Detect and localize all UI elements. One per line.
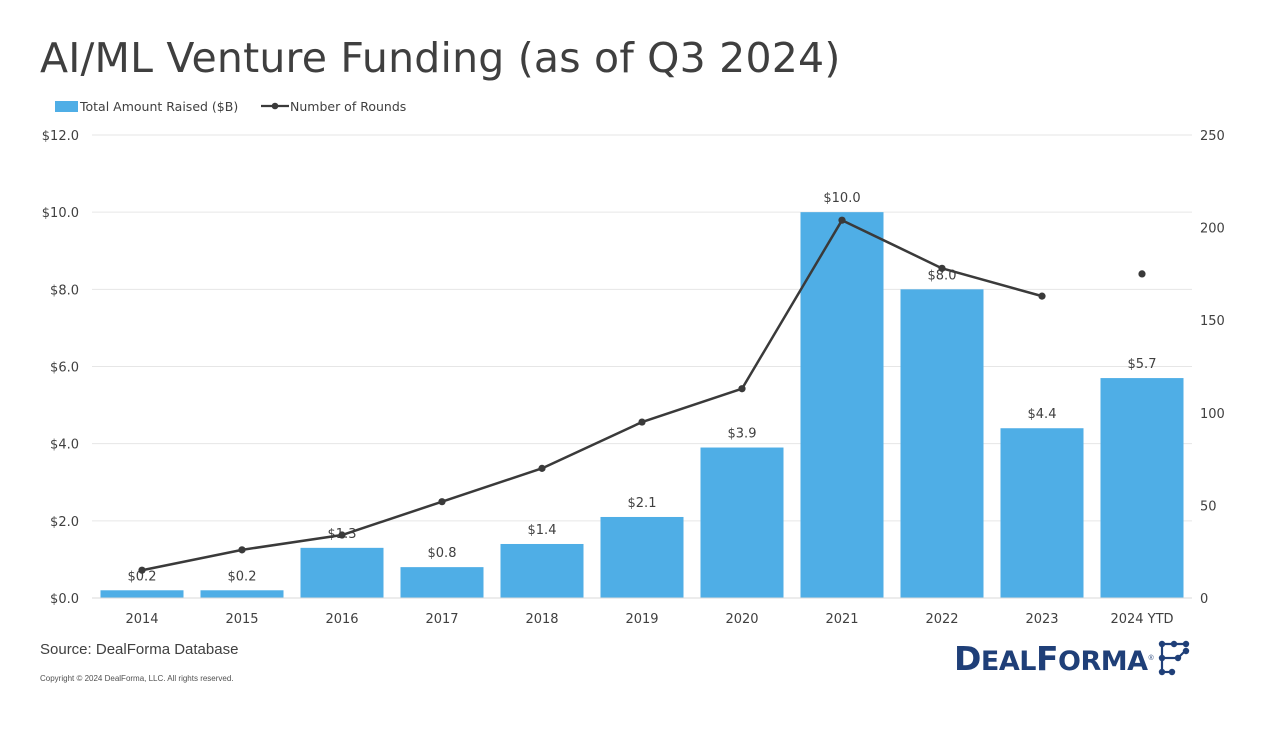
bar [400, 567, 484, 598]
rounds-point [438, 498, 446, 506]
y-right-tick-label: 200 [1200, 222, 1225, 237]
axes: $0.0 $2.0 $4.0 $6.0 $8.0 $10.0 $12.0 0 50 100 150 2… [42, 129, 1225, 627]
bar-data-label: $5.7 [1128, 357, 1157, 372]
logo-wordmark: DEALFORMA [954, 638, 1148, 678]
bar [700, 447, 784, 598]
bar-data-label: $0.8 [428, 546, 457, 561]
line-series [138, 216, 1146, 574]
legend-label-amount: Total Amount Raised ($B) [79, 99, 238, 114]
bar [300, 547, 384, 598]
bar-series [100, 212, 1184, 598]
rounds-point [838, 216, 846, 224]
x-tick-label: 2020 [725, 612, 758, 627]
x-tick-label: 2022 [925, 612, 958, 627]
gridlines [92, 134, 1192, 522]
rounds-point [738, 385, 746, 393]
bar [900, 289, 984, 598]
bar-data-label: $8.0 [928, 268, 957, 283]
legend-swatch-bar [55, 101, 78, 112]
bar [800, 212, 884, 598]
x-tick-label: 2021 [825, 612, 858, 627]
rounds-point [1038, 292, 1046, 300]
dealforma-logo: DEALFORMA ® [954, 638, 1192, 678]
bar-data-label: $10.0 [823, 191, 860, 206]
rounds-point [238, 546, 246, 554]
chart-title: AI/ML Venture Funding (as of Q3 2024) [40, 34, 841, 82]
y-left-tick-label: $10.0 [42, 206, 79, 221]
copyright-note: Copyright © 2024 DealForma, LLC. All rig… [40, 674, 234, 683]
x-tick-label: 2015 [225, 612, 258, 627]
bar-data-label: $0.2 [128, 569, 157, 584]
y-left-tick-label: $12.0 [42, 129, 79, 144]
rounds-point [938, 264, 946, 272]
x-tick-label: 2019 [625, 612, 658, 627]
y-left-tick-label: $8.0 [50, 283, 79, 298]
legend-swatch-marker [271, 102, 279, 110]
x-tick-label: 2023 [1025, 612, 1058, 627]
y-right-tick-label: 250 [1200, 129, 1225, 144]
bar-data-label: $1.4 [528, 523, 557, 538]
y-left-tick-label: $4.0 [50, 438, 79, 453]
bar [600, 516, 684, 598]
x-tick-label: 2016 [325, 612, 358, 627]
logo-network-icon [1158, 640, 1189, 676]
bar-data-label: $4.4 [1028, 407, 1057, 422]
y-left-tick-label: $0.0 [50, 592, 79, 607]
y-left-tick-label: $2.0 [50, 515, 79, 530]
bar-data-label: $2.1 [628, 496, 657, 511]
bar-data-label: $3.9 [728, 427, 757, 442]
source-note: Source: DealForma Database [40, 641, 239, 658]
y-right-tick-label: 150 [1200, 314, 1225, 329]
bar [200, 590, 284, 598]
x-tick-label: 2018 [525, 612, 558, 627]
x-tick-label: 2017 [425, 612, 458, 627]
rounds-point [138, 566, 146, 574]
y-right-tick-label: 0 [1200, 592, 1208, 607]
bar-data-labels: $0.2$0.2$1.3$0.8$1.4$2.1$3.9$10.0$8.0$4.… [128, 191, 1157, 584]
y-right-tick-label: 100 [1200, 407, 1225, 422]
bar [100, 590, 184, 598]
legend-label-rounds: Number of Rounds [290, 99, 406, 114]
x-tick-label: 2024 YTD [1110, 612, 1173, 627]
legend: Total Amount Raised ($B) Number of Rounds [55, 99, 406, 114]
bar [500, 543, 584, 598]
bar [1000, 428, 1084, 598]
bar [1100, 378, 1184, 598]
bar-data-label: $0.2 [228, 569, 257, 584]
rounds-point [338, 531, 346, 539]
rounds-point [638, 418, 646, 426]
rounds-point [538, 464, 546, 472]
y-left-tick-label: $6.0 [50, 361, 79, 376]
x-tick-label: 2014 [125, 612, 158, 627]
rounds-line [141, 218, 1043, 572]
registered-mark: ® [1148, 654, 1154, 662]
rounds-point [1138, 270, 1146, 278]
y-right-tick-label: 50 [1200, 499, 1217, 514]
